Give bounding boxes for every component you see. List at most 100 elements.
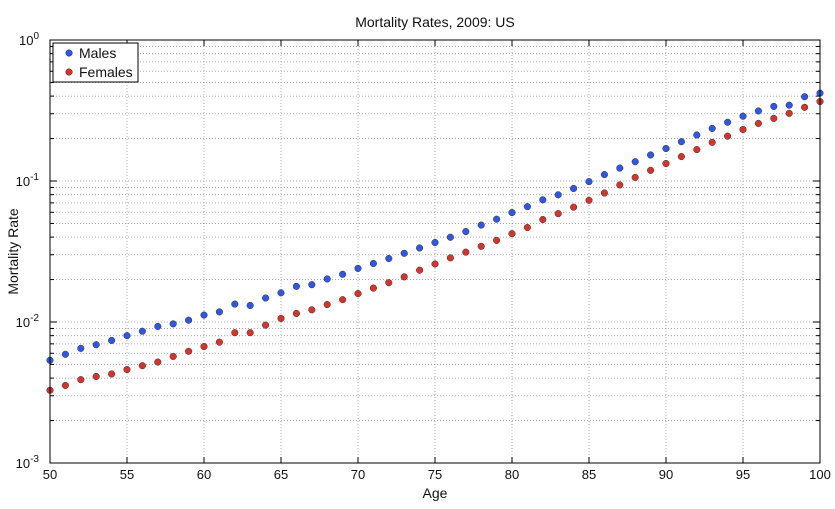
data-point-males bbox=[508, 209, 516, 217]
data-point-females bbox=[631, 173, 639, 181]
data-point-males bbox=[385, 254, 393, 263]
data-point-males bbox=[138, 327, 146, 335]
data-point-females bbox=[292, 309, 300, 317]
data-point-males bbox=[339, 270, 347, 278]
data-point-males bbox=[215, 308, 223, 316]
x-tick-label: 85 bbox=[582, 467, 596, 482]
data-point-females bbox=[185, 347, 193, 355]
data-point-females bbox=[123, 366, 131, 374]
x-tick-label: 55 bbox=[120, 467, 134, 482]
data-point-males bbox=[600, 171, 608, 179]
data-point-females bbox=[693, 146, 701, 154]
data-point-females bbox=[416, 266, 424, 274]
data-point-females bbox=[169, 352, 177, 360]
data-point-males bbox=[369, 259, 377, 268]
data-point-females bbox=[677, 153, 685, 161]
data-point-females bbox=[508, 230, 516, 238]
legend-marker-females bbox=[65, 68, 73, 76]
data-point-females bbox=[400, 273, 408, 281]
data-point-males bbox=[400, 249, 408, 257]
x-tick-labels: 50 55 60 65 70 75 80 85 90 95 100 bbox=[43, 467, 831, 482]
data-point-females bbox=[801, 103, 809, 111]
data-point-males bbox=[123, 332, 131, 340]
y-tick-labels: 10-3 10-2 10-1 100 bbox=[16, 31, 40, 471]
x-tick-label: 50 bbox=[43, 467, 57, 482]
x-tick-label: 95 bbox=[736, 467, 750, 482]
data-point-females bbox=[739, 125, 747, 134]
legend-label-males: Males bbox=[79, 45, 116, 61]
data-point-females bbox=[554, 210, 562, 218]
legend-box bbox=[52, 42, 139, 83]
x-tick-label: 65 bbox=[274, 467, 288, 482]
x-tick-label: 80 bbox=[505, 467, 519, 482]
data-point-males bbox=[61, 350, 69, 358]
series-females bbox=[46, 97, 824, 394]
data-point-males bbox=[739, 112, 747, 120]
data-point-males bbox=[246, 301, 254, 310]
data-point-females bbox=[77, 376, 85, 384]
data-point-females bbox=[385, 279, 393, 287]
data-point-males bbox=[523, 203, 531, 211]
x-axis-label: Age bbox=[423, 485, 448, 501]
data-point-females bbox=[493, 236, 501, 244]
data-point-females bbox=[277, 314, 285, 322]
data-point-females bbox=[138, 362, 146, 370]
data-point-males bbox=[446, 233, 454, 241]
data-point-males bbox=[169, 320, 177, 328]
data-point-males bbox=[308, 281, 316, 289]
grid-lines bbox=[50, 40, 820, 463]
data-point-males bbox=[477, 221, 485, 229]
data-point-males bbox=[77, 344, 85, 352]
data-point-males bbox=[277, 289, 285, 297]
series-males bbox=[46, 89, 824, 364]
x-tick-label: 90 bbox=[659, 467, 673, 482]
data-point-males bbox=[416, 244, 424, 252]
data-point-males bbox=[262, 294, 270, 302]
data-point-females bbox=[246, 329, 254, 337]
data-point-females bbox=[570, 203, 578, 211]
y-tick-label: 10-2 bbox=[16, 313, 40, 330]
data-point-females bbox=[446, 254, 454, 262]
data-point-males bbox=[200, 311, 208, 319]
data-point-males bbox=[154, 322, 162, 330]
data-point-males bbox=[662, 144, 670, 153]
chart-title: Mortality Rates, 2009: US bbox=[355, 14, 515, 30]
data-point-males bbox=[770, 102, 778, 110]
data-point-females bbox=[200, 342, 208, 351]
data-point-females bbox=[108, 370, 116, 378]
data-point-females bbox=[462, 248, 470, 256]
legend: Males Females bbox=[52, 42, 139, 83]
x-tick-label: 70 bbox=[351, 467, 365, 482]
legend-marker-males bbox=[65, 49, 73, 57]
data-point-males bbox=[785, 101, 793, 109]
data-point-males bbox=[292, 282, 300, 290]
data-point-females bbox=[339, 296, 347, 304]
y-tick-label: 100 bbox=[19, 31, 39, 48]
data-point-males bbox=[631, 158, 639, 166]
data-point-females bbox=[616, 181, 624, 189]
data-point-males bbox=[462, 228, 470, 236]
data-point-males bbox=[92, 341, 100, 349]
data-point-males bbox=[693, 131, 701, 139]
data-point-females bbox=[539, 215, 547, 224]
plot-area bbox=[50, 40, 820, 463]
data-point-females bbox=[477, 242, 485, 250]
data-point-females bbox=[585, 196, 593, 204]
data-point-females bbox=[785, 109, 793, 117]
data-point-males bbox=[108, 336, 116, 344]
data-point-males bbox=[724, 118, 732, 126]
data-point-females bbox=[262, 321, 270, 329]
data-point-females bbox=[647, 166, 655, 174]
y-tick-label: 10-1 bbox=[16, 172, 40, 189]
y-axis-label: Mortality Rate bbox=[5, 208, 21, 295]
data-point-males bbox=[493, 215, 501, 223]
data-point-females bbox=[323, 300, 331, 309]
data-point-females bbox=[154, 358, 162, 366]
data-point-males bbox=[754, 107, 762, 115]
data-point-females bbox=[354, 290, 362, 298]
data-point-males bbox=[708, 124, 716, 132]
data-point-males bbox=[801, 93, 809, 101]
legend-label-females: Females bbox=[79, 64, 133, 80]
